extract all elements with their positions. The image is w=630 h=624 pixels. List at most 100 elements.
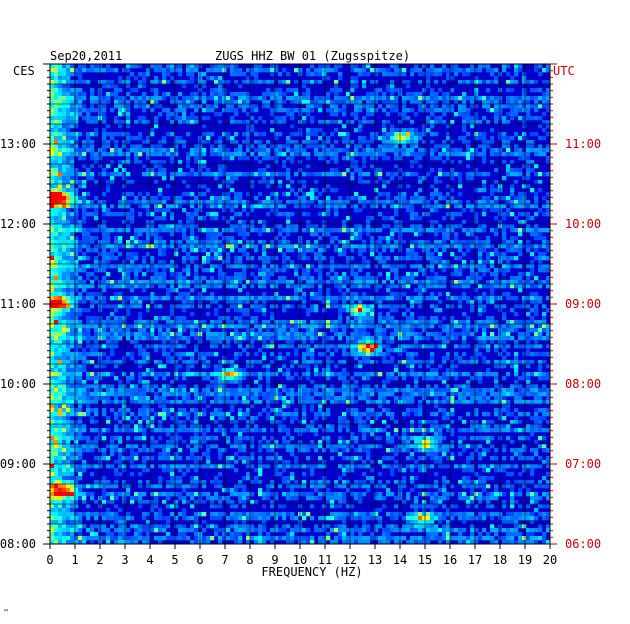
spectrogram-cell: [354, 284, 359, 289]
spectrogram-cell: [446, 224, 451, 229]
spectrogram-cell: [382, 316, 387, 321]
spectrogram-cell: [382, 140, 387, 145]
spectrogram-cell: [370, 156, 375, 161]
spectrogram-cell: [154, 152, 159, 157]
spectrogram-cell: [134, 64, 139, 69]
spectrogram-cell: [266, 212, 271, 217]
spectrogram-cell: [338, 320, 343, 325]
spectrogram-cell: [534, 132, 539, 137]
spectrogram-cell: [122, 200, 127, 205]
spectrogram-cell: [54, 192, 59, 197]
spectrogram-cell: [386, 88, 391, 93]
spectrogram-cell: [50, 308, 55, 313]
spectrogram-cell: [410, 96, 415, 101]
spectrogram-cell: [526, 304, 531, 309]
spectrogram-cell: [362, 328, 367, 333]
spectrogram-cell: [394, 88, 399, 93]
spectrogram-cell: [90, 204, 95, 209]
spectrogram-cell: [534, 256, 539, 261]
spectrogram-cell: [114, 264, 119, 269]
spectrogram-cell: [354, 312, 359, 317]
spectrogram-cell: [434, 260, 439, 265]
spectrogram-cell: [322, 280, 327, 285]
spectrogram-cell: [222, 344, 227, 349]
spectrogram-cell: [114, 144, 119, 149]
spectrogram-cell: [322, 332, 327, 337]
spectrogram-cell: [422, 320, 427, 325]
spectrogram-cell: [358, 72, 363, 77]
spectrogram-cell: [218, 272, 223, 277]
spectrogram-cell: [434, 72, 439, 77]
spectrogram-cell: [78, 72, 83, 77]
spectrogram-cell: [406, 116, 411, 121]
spectrogram-cell: [494, 100, 499, 105]
spectrogram-cell: [334, 236, 339, 241]
spectrogram-cell: [474, 216, 479, 221]
spectrogram-cell: [186, 304, 191, 309]
spectrogram-cell: [274, 328, 279, 333]
spectrogram-cell: [182, 116, 187, 121]
spectrogram-cell: [162, 276, 167, 281]
spectrogram-cell: [130, 136, 135, 141]
spectrogram-cell: [294, 88, 299, 93]
spectrogram-cell: [450, 336, 455, 341]
spectrogram-cell: [186, 152, 191, 157]
spectrogram-cell: [174, 316, 179, 321]
spectrogram-cell: [482, 336, 487, 341]
spectrogram-cell: [242, 268, 247, 273]
spectrogram-cell: [378, 340, 383, 345]
spectrogram-cell: [458, 296, 463, 301]
spectrogram-cell: [66, 212, 71, 217]
spectrogram-cell: [282, 244, 287, 249]
spectrogram-cell: [366, 96, 371, 101]
spectrogram-cell: [234, 112, 239, 117]
spectrogram-cell: [374, 296, 379, 301]
spectrogram-cell: [402, 204, 407, 209]
spectrogram-cell: [322, 204, 327, 209]
spectrogram-cell: [430, 280, 435, 285]
spectrogram-cell: [194, 320, 199, 325]
spectrogram-cell: [482, 144, 487, 149]
spectrogram-cell: [534, 236, 539, 241]
spectrogram-cell: [346, 296, 351, 301]
spectrogram-cell: [314, 308, 319, 313]
spectrogram-cell: [102, 268, 107, 273]
spectrogram-cell: [538, 236, 543, 241]
spectrogram-cell: [474, 348, 479, 353]
spectrogram-cell: [146, 264, 151, 269]
spectrogram-cell: [218, 284, 223, 289]
spectrogram-cell: [518, 284, 523, 289]
spectrogram-cell: [374, 328, 379, 333]
spectrogram-cell: [294, 292, 299, 297]
spectrogram-cell: [210, 276, 215, 281]
spectrogram-cell: [418, 96, 423, 101]
spectrogram-cell: [370, 80, 375, 85]
spectrogram-cell: [282, 260, 287, 265]
spectrogram-cell: [370, 312, 375, 317]
spectrogram-cell: [278, 92, 283, 97]
spectrogram-cell: [250, 264, 255, 269]
spectrogram-cell: [118, 204, 123, 209]
spectrogram-cell: [114, 172, 119, 177]
spectrogram-cell: [170, 268, 175, 273]
spectrogram-cell: [294, 172, 299, 177]
spectrogram-cell: [262, 304, 267, 309]
spectrogram-cell: [370, 308, 375, 313]
spectrogram-cell: [334, 92, 339, 97]
spectrogram-cell: [534, 300, 539, 305]
spectrogram-cell: [430, 332, 435, 337]
spectrogram-cell: [214, 204, 219, 209]
spectrogram-cell: [354, 64, 359, 69]
spectrogram-cell: [138, 120, 143, 125]
spectrogram-cell: [386, 336, 391, 341]
spectrogram-cell: [142, 324, 147, 329]
spectrogram-cell: [222, 180, 227, 185]
spectrogram-cell: [146, 68, 151, 73]
spectrogram-cell: [494, 196, 499, 201]
spectrogram-cell: [378, 88, 383, 93]
spectrogram-cell: [106, 256, 111, 261]
spectrogram-cell: [62, 224, 67, 229]
spectrogram-cell: [474, 228, 479, 233]
spectrogram-cell: [78, 108, 83, 113]
spectrogram-cell: [210, 64, 215, 69]
